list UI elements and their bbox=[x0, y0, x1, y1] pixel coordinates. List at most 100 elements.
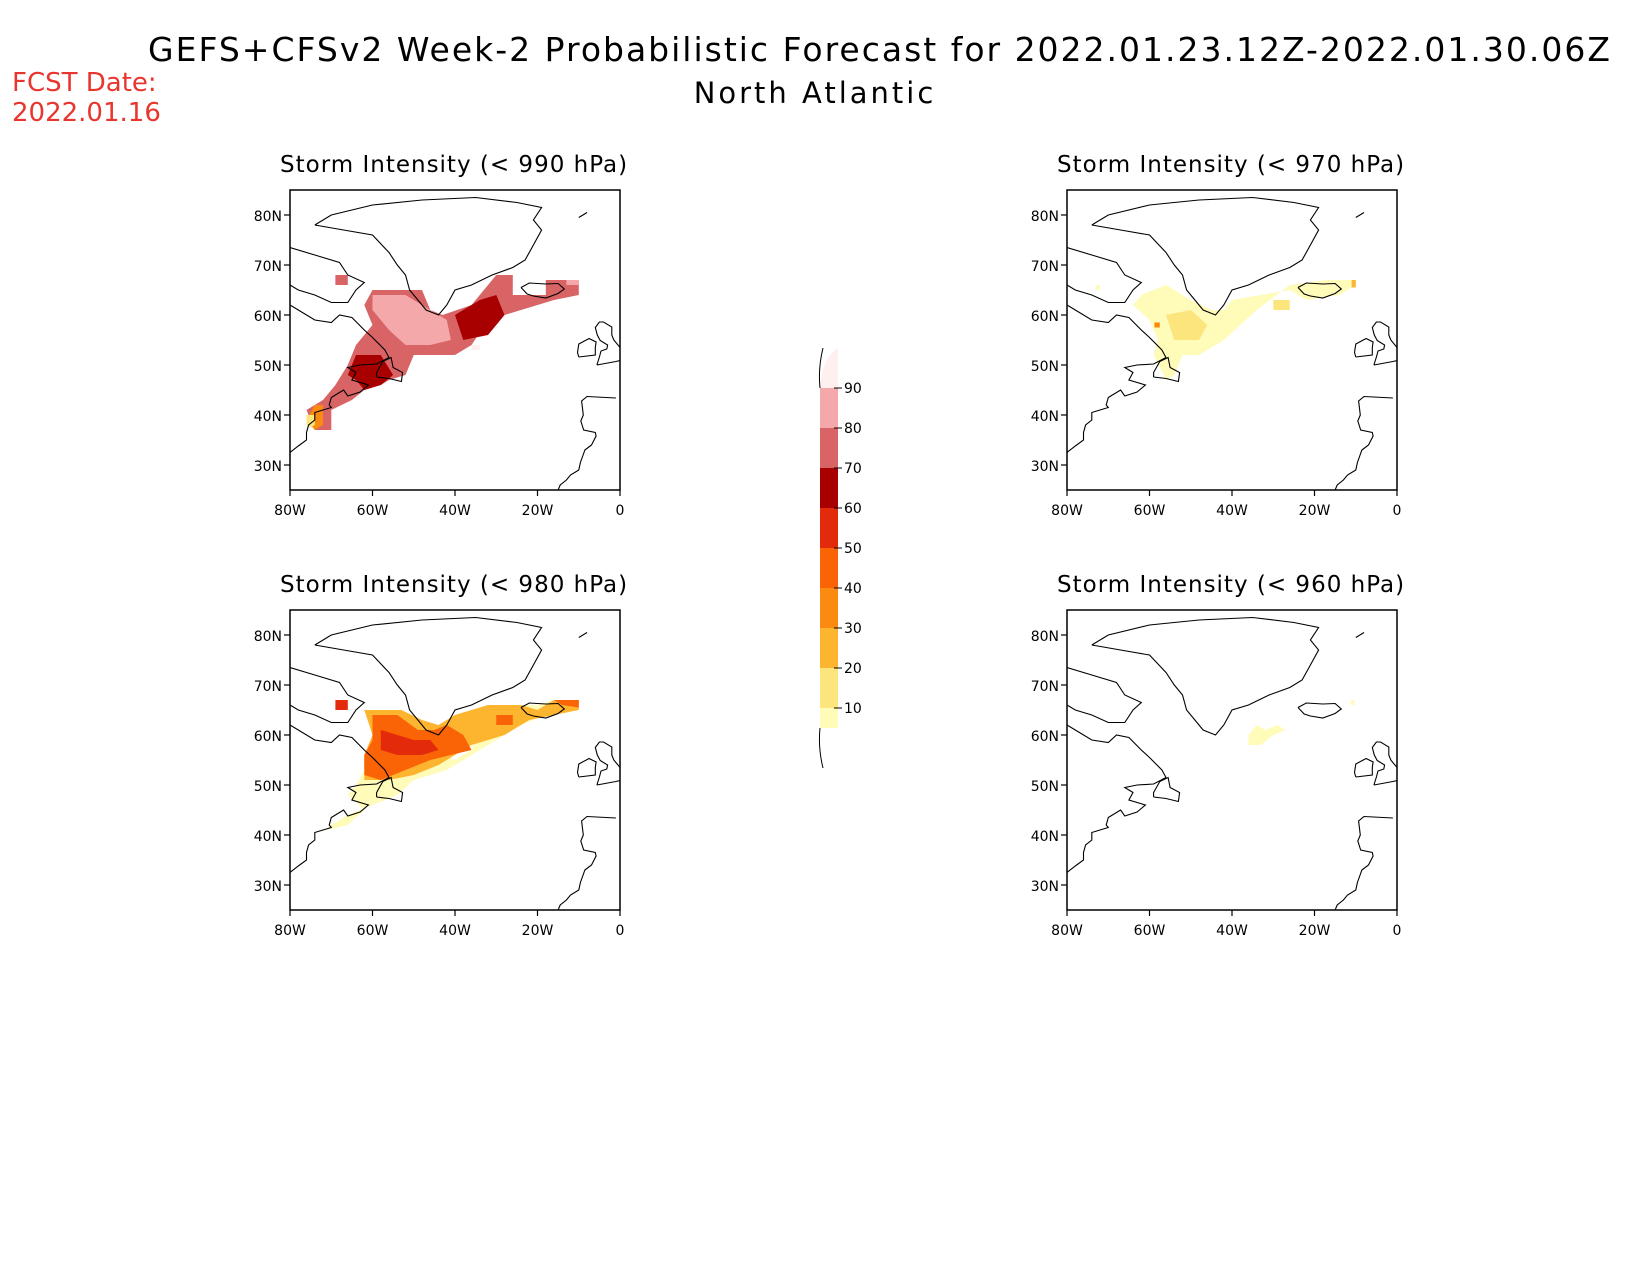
lon-tick-label: 60W bbox=[1134, 503, 1166, 519]
probability-region bbox=[327, 700, 579, 830]
coastline bbox=[314, 616, 543, 736]
colorbar-label: 20 bbox=[844, 661, 862, 677]
lat-tick-label: 30N bbox=[254, 459, 282, 475]
coastline bbox=[557, 395, 616, 490]
probability-region bbox=[1133, 280, 1356, 380]
colorbar-segment bbox=[820, 508, 838, 548]
colorbar-segment bbox=[820, 388, 838, 428]
coastline bbox=[290, 724, 390, 873]
coastline bbox=[1371, 321, 1397, 366]
main-title: GEFS+CFSv2 Week-2 Probabilistic Forecast… bbox=[148, 30, 1612, 69]
lon-tick-label: 80W bbox=[1051, 503, 1083, 519]
probability-region bbox=[335, 275, 348, 285]
colorbar-label: 80 bbox=[844, 421, 862, 437]
coastline bbox=[557, 815, 616, 910]
coastline bbox=[290, 666, 366, 724]
coastline bbox=[376, 776, 404, 803]
coastline bbox=[576, 337, 597, 358]
coastline bbox=[594, 741, 620, 786]
colorbar-label: 50 bbox=[844, 541, 862, 557]
probability-region bbox=[335, 700, 348, 710]
lat-tick-label: 50N bbox=[1031, 359, 1059, 375]
coastline bbox=[1371, 741, 1397, 786]
probability-region bbox=[496, 715, 513, 725]
map-panel-980: 80N 70N 60N 50N 40N 30N 80W 60W 40W 20W 0 bbox=[254, 609, 624, 939]
probability-region bbox=[1154, 322, 1160, 328]
panel-title-960: Storm Intensity (< 960 hPa) bbox=[1057, 572, 1406, 598]
coastline bbox=[1067, 724, 1167, 873]
lon-tick-label: 60W bbox=[357, 503, 389, 519]
colorbar-segment bbox=[820, 428, 838, 468]
lon-tick-label: 40W bbox=[1216, 503, 1248, 519]
colorbar-edge bbox=[818, 727, 824, 769]
coastline bbox=[578, 212, 588, 218]
probability-region bbox=[306, 275, 579, 430]
lat-tick-label: 30N bbox=[254, 879, 282, 895]
probability-region bbox=[554, 700, 579, 708]
coastline bbox=[1334, 815, 1393, 910]
coastline bbox=[1067, 246, 1143, 304]
colorbar-segment bbox=[820, 348, 838, 388]
coastline bbox=[1091, 196, 1320, 316]
lat-tick-label: 70N bbox=[254, 259, 282, 275]
colorbar-segment bbox=[820, 708, 838, 728]
lon-tick-label: 20W bbox=[522, 503, 554, 519]
lat-tick-label: 80N bbox=[1031, 209, 1059, 225]
probability-region bbox=[1095, 285, 1100, 290]
lat-tick-label: 80N bbox=[254, 629, 282, 645]
map-frame bbox=[1066, 609, 1398, 911]
map-panel-960: 80N 70N 60N 50N 40N 30N 80W 60W 40W 20W 0 bbox=[1031, 609, 1402, 939]
coastline bbox=[314, 196, 543, 316]
probability-region bbox=[372, 295, 451, 345]
lon-tick-label: 40W bbox=[439, 503, 471, 519]
coastline bbox=[594, 321, 620, 366]
lat-tick-label: 70N bbox=[1031, 679, 1059, 695]
probability-region bbox=[1350, 700, 1355, 705]
coastline bbox=[290, 246, 366, 304]
coastline bbox=[1334, 395, 1393, 490]
probability-region bbox=[1351, 280, 1356, 288]
colorbar-segment bbox=[820, 548, 838, 588]
lon-tick-label: 0 bbox=[1393, 503, 1402, 519]
lon-tick-label: 60W bbox=[357, 923, 389, 939]
coastline bbox=[1353, 757, 1374, 778]
colorbar-label: 10 bbox=[844, 701, 862, 717]
lon-tick-label: 0 bbox=[1393, 923, 1402, 939]
lon-tick-label: 80W bbox=[274, 503, 306, 519]
coastline bbox=[520, 702, 566, 719]
lat-tick-label: 80N bbox=[1031, 629, 1059, 645]
map-frame bbox=[1066, 189, 1398, 491]
coastline bbox=[1355, 632, 1365, 638]
coastline bbox=[1297, 282, 1343, 299]
lon-tick-label: 80W bbox=[1051, 923, 1083, 939]
coastline bbox=[1297, 702, 1343, 719]
lon-tick-label: 0 bbox=[616, 503, 625, 519]
colorbar-label: 30 bbox=[844, 621, 862, 637]
panel-title-990: Storm Intensity (< 990 hPa) bbox=[280, 152, 629, 178]
lat-tick-label: 40N bbox=[1031, 829, 1059, 845]
panel-title-980: Storm Intensity (< 980 hPa) bbox=[280, 572, 629, 598]
coastline bbox=[1091, 616, 1320, 736]
coastline bbox=[1153, 776, 1181, 803]
lat-tick-label: 70N bbox=[1031, 259, 1059, 275]
lat-tick-label: 60N bbox=[254, 729, 282, 745]
colorbar-edge bbox=[818, 347, 824, 389]
lon-tick-label: 80W bbox=[274, 923, 306, 939]
lon-tick-label: 40W bbox=[1216, 923, 1248, 939]
coastline bbox=[376, 356, 404, 383]
lat-tick-label: 40N bbox=[254, 409, 282, 425]
panel-title-970: Storm Intensity (< 970 hPa) bbox=[1057, 152, 1406, 178]
probability-region bbox=[566, 280, 579, 285]
colorbar-segment bbox=[820, 468, 838, 508]
probability-region bbox=[380, 730, 439, 755]
coastline bbox=[1067, 666, 1143, 724]
coastline bbox=[1355, 212, 1365, 218]
lon-tick-label: 60W bbox=[1134, 923, 1166, 939]
colorbar-segment bbox=[820, 588, 838, 628]
lat-tick-label: 50N bbox=[254, 359, 282, 375]
coastline bbox=[290, 304, 390, 453]
forecast-date-block: FCST Date: 2022.01.16 bbox=[12, 68, 161, 128]
colorbar-segment bbox=[820, 668, 838, 708]
lat-tick-label: 70N bbox=[254, 679, 282, 695]
probability-region bbox=[471, 345, 480, 350]
